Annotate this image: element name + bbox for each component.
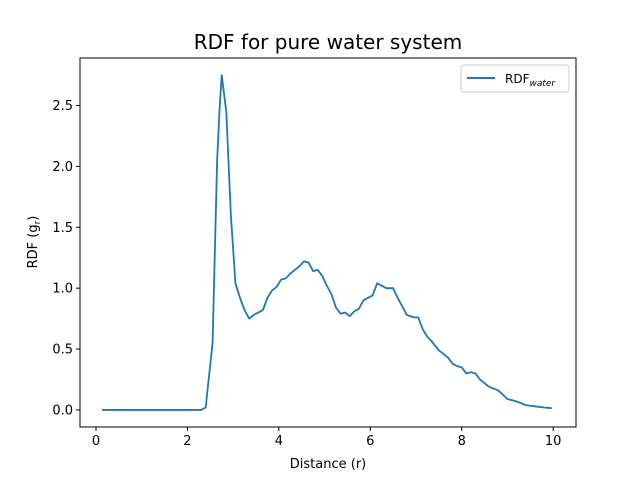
x-tick-label: 10	[545, 434, 562, 449]
y-tick-label: 2.5	[52, 99, 73, 114]
y-axis-label-end: )	[26, 216, 41, 221]
y-tick-label: 1.0	[52, 282, 73, 297]
legend-box	[460, 64, 570, 93]
x-tick-label: 8	[458, 434, 466, 449]
y-tick-label: 0.0	[52, 403, 73, 418]
legend-label-sub: water	[529, 79, 556, 89]
tick-group: 0 2 4 6 8 10 0.0 0.5 1.0 1.5 2.0 2.5	[52, 99, 561, 449]
x-tick-label: 0	[92, 434, 100, 449]
plot-frame	[79, 57, 577, 428]
legend: RDFwater	[460, 64, 570, 93]
x-tick-label: 4	[275, 434, 283, 449]
y-tick-label: 1.5	[52, 221, 73, 236]
chart-title: RDF for pure water system	[194, 30, 462, 54]
y-tick-label: 2.0	[52, 160, 73, 175]
x-tick-label: 2	[183, 434, 191, 449]
y-tick-label: 0.5	[52, 343, 73, 358]
series-line-rdf-water	[101, 74, 552, 411]
series-group	[101, 74, 552, 411]
legend-label-main: RDF	[505, 72, 530, 86]
x-axis-label: Distance (r)	[290, 457, 366, 472]
y-axis-label-sub: r	[33, 220, 43, 224]
legend-label: RDFwater	[505, 72, 556, 89]
x-tick-label: 6	[366, 434, 374, 449]
y-axis-label: RDF (gr)	[26, 216, 43, 269]
y-axis-label-main: RDF (g	[26, 224, 41, 268]
